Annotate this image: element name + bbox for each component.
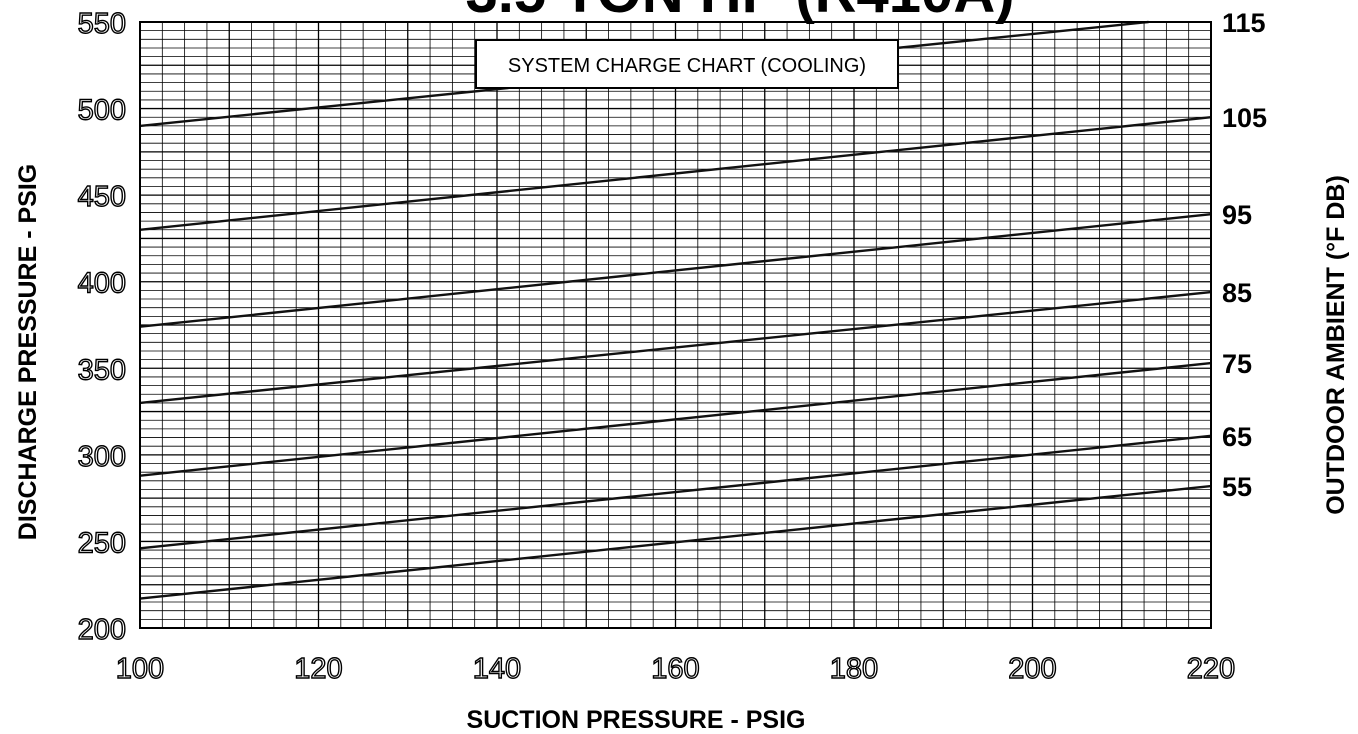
legend-box: SYSTEM CHARGE CHART (COOLING) — [475, 39, 899, 89]
series-line-65 — [139, 434, 1212, 550]
x-tick-label: 120 — [294, 653, 342, 685]
x-tick-label: 140 — [473, 653, 521, 685]
x-axis-label: SUCTION PRESSURE - PSIG — [467, 706, 806, 734]
y-tick-label: 500 — [78, 95, 126, 127]
series-line-95 — [139, 212, 1212, 328]
right-ambient-label: 105 — [1222, 103, 1267, 133]
y-tick-label: 250 — [78, 527, 126, 559]
series-line-105 — [139, 116, 1212, 231]
y-tick-labels: 200 250 300 350 400 450 500 550 — [77, 7, 127, 646]
y-tick-label: 300 — [78, 441, 126, 473]
plot-area-border — [139, 21, 1212, 629]
chart-subtitle: SYSTEM CHARGE CHART (COOLING) — [508, 55, 866, 77]
y-tick-label: 350 — [78, 354, 126, 386]
series-line-85 — [139, 290, 1212, 405]
x-tick-label: 160 — [651, 653, 699, 685]
series-line-75 — [139, 361, 1212, 477]
x-tick-label: 100 — [116, 653, 164, 685]
x-tick-label: 200 — [1008, 653, 1056, 685]
right-ambient-label: 95 — [1222, 200, 1252, 230]
x-tick-labels: 100 120 140 160 180 200 220 — [115, 652, 1236, 685]
grid — [140, 22, 1211, 628]
x-tick-label: 180 — [830, 653, 878, 685]
right-ambient-label: 75 — [1222, 349, 1252, 379]
series-line-55 — [139, 484, 1212, 600]
right-ambient-labels: 115 105 95 85 75 65 55 — [1222, 8, 1267, 502]
y-tick-label: 550 — [78, 8, 126, 40]
right-ambient-label: 65 — [1222, 422, 1252, 452]
right-ambient-label: 115 — [1222, 8, 1266, 38]
plot-frame — [139, 21, 1212, 629]
y-tick-label: 400 — [78, 268, 126, 300]
y-tick-label: 200 — [78, 614, 126, 646]
y-tick-label: 450 — [78, 181, 126, 213]
y-axis-label: DISCHARGE PRESSURE - PSIG — [14, 164, 42, 540]
series-lines — [139, 20, 1212, 600]
right-ambient-label: 85 — [1222, 278, 1252, 308]
chart-title: 3.5 TON HP (R410A) — [465, 0, 1014, 25]
right-axis-label: OUTDOOR AMBIENT (°F DB) — [1322, 175, 1350, 515]
right-ambient-label: 55 — [1222, 472, 1252, 502]
x-tick-label: 220 — [1187, 653, 1235, 685]
